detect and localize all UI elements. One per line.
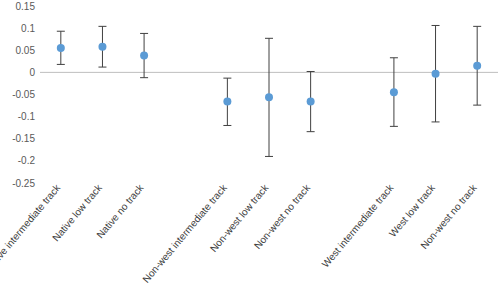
error-bar-cap (223, 78, 231, 79)
error-bar (98, 26, 106, 67)
point (98, 43, 106, 51)
error-bar (223, 78, 231, 125)
error-bar-cap (140, 33, 148, 34)
error-bar-cap (223, 125, 231, 126)
y-tick-label: -0.2 (18, 155, 36, 166)
chart: -0.25 -0.2 -0.15 -0.1 -0.05 0 0.05 0.1 0.15 Nativ… (0, 0, 500, 292)
error-bar (140, 33, 148, 77)
error-bar-cap (265, 156, 273, 157)
error-bar-cap (432, 121, 440, 122)
point (473, 62, 481, 70)
error-bar-cap (473, 105, 481, 106)
point (265, 93, 273, 101)
x-tick-label: Native intermediate track (0, 181, 63, 274)
error-bar (307, 71, 315, 131)
chart-container: -0.25 -0.2 -0.15 -0.1 -0.05 0 0.05 0.1 0.15 Nativ… (0, 0, 500, 292)
error-bar-cap (57, 31, 65, 32)
error-bar-cap (98, 67, 106, 68)
error-bar-cap (98, 26, 106, 27)
x-tick-label: Non-west no track (418, 181, 479, 251)
x-tick-label: Non-west no track (252, 181, 313, 251)
point (140, 52, 148, 60)
y-tick-label: -0.15 (12, 133, 35, 144)
error-bar-cap (390, 57, 398, 58)
error-bar (473, 26, 481, 105)
y-tick-label: 0.05 (16, 45, 36, 56)
x-tick-label: Native no track (94, 181, 146, 240)
point (223, 98, 231, 106)
error-bar-cap (265, 38, 273, 39)
point (307, 98, 315, 106)
y-tick-label: 0 (29, 67, 35, 78)
error-bar-cap (307, 71, 315, 72)
error-bar-cap (432, 25, 440, 26)
error-bar-cap (57, 64, 65, 65)
error-bar (432, 25, 440, 121)
error-bar-cap (473, 26, 481, 27)
x-tick-label: Non-west intermediate track (140, 181, 229, 284)
error-bar-cap (390, 126, 398, 127)
error-bar (390, 58, 398, 127)
plot-marks (57, 25, 481, 156)
error-bar (57, 31, 65, 64)
y-tick-label: 0.15 (16, 1, 36, 12)
error-bar (265, 38, 273, 156)
error-bar-cap (307, 131, 315, 132)
y-tick-label: -0.05 (12, 89, 35, 100)
y-tick-label: 0.1 (21, 23, 35, 34)
error-bar-cap (140, 77, 148, 78)
y-tick-label: -0.25 (12, 178, 35, 189)
y-tick-label: -0.1 (18, 111, 36, 122)
point (432, 70, 440, 78)
point (390, 88, 398, 96)
point (57, 44, 65, 52)
x-tick-label: West intermediate track (320, 181, 396, 269)
